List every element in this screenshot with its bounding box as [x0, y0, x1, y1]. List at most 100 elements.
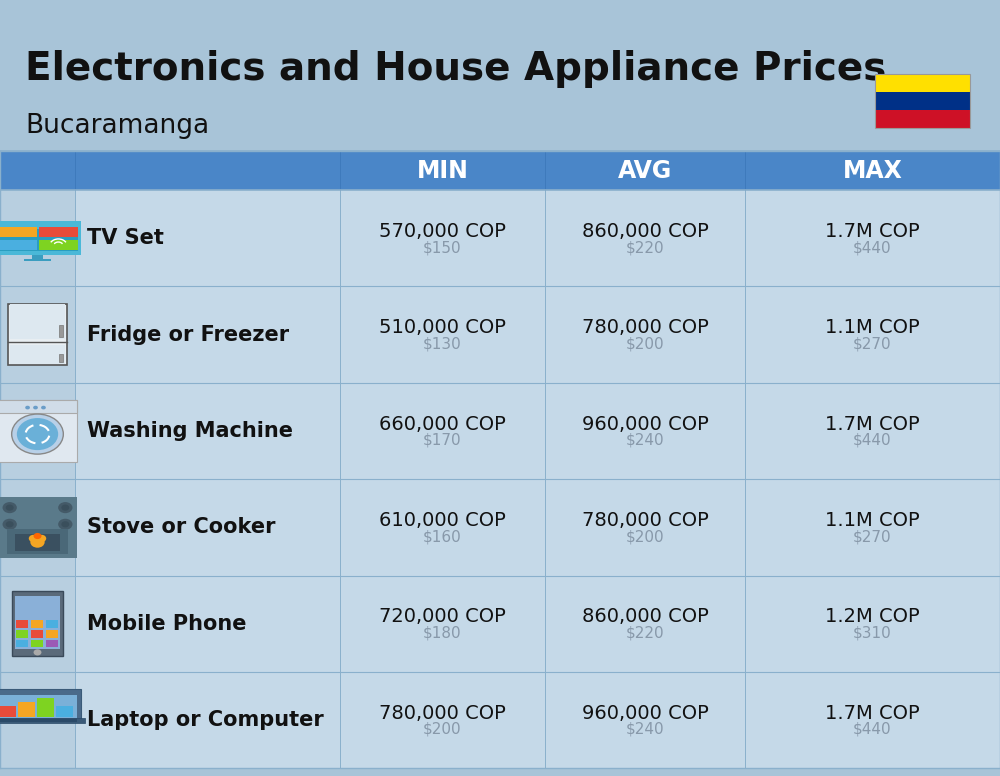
Text: $440: $440 — [853, 240, 892, 255]
Bar — [0, 576, 1000, 672]
Text: 610,000 COP: 610,000 COP — [379, 511, 506, 530]
Circle shape — [12, 414, 63, 454]
Bar — [32, 255, 43, 259]
Text: $180: $180 — [423, 625, 462, 640]
Text: AVG: AVG — [618, 159, 672, 182]
Bar — [0, 286, 75, 383]
Bar — [56, 706, 73, 717]
Text: $200: $200 — [423, 722, 462, 737]
Bar — [0, 672, 1000, 768]
Bar — [0, 383, 75, 479]
Bar — [16, 639, 28, 647]
Text: 860,000 COP: 860,000 COP — [582, 222, 708, 241]
Bar — [875, 92, 970, 110]
Text: 860,000 COP: 860,000 COP — [582, 608, 708, 626]
Text: 1.7M COP: 1.7M COP — [825, 414, 920, 434]
Bar — [0, 400, 77, 413]
Bar — [0, 706, 16, 717]
Circle shape — [6, 521, 14, 528]
Bar — [46, 630, 58, 638]
Bar — [0, 151, 1000, 190]
Text: Fridge or Freezer: Fridge or Freezer — [87, 324, 289, 345]
Text: $270: $270 — [853, 337, 892, 352]
Text: 960,000 COP: 960,000 COP — [582, 414, 708, 434]
Text: $240: $240 — [626, 722, 664, 737]
Text: $150: $150 — [423, 240, 462, 255]
Text: Mobile Phone: Mobile Phone — [87, 614, 246, 634]
Bar — [15, 596, 60, 650]
Bar — [875, 110, 970, 128]
Bar — [31, 630, 43, 638]
Text: $200: $200 — [626, 529, 664, 544]
Bar — [39, 227, 78, 237]
Text: 780,000 COP: 780,000 COP — [582, 318, 708, 337]
Text: $440: $440 — [853, 722, 892, 737]
Bar — [37, 698, 54, 717]
Bar — [875, 74, 970, 92]
Text: $160: $160 — [423, 529, 462, 544]
Text: $220: $220 — [626, 240, 664, 255]
Text: $440: $440 — [853, 433, 892, 448]
Text: 570,000 COP: 570,000 COP — [379, 222, 506, 241]
Text: 960,000 COP: 960,000 COP — [582, 704, 708, 722]
Text: 1.7M COP: 1.7M COP — [825, 704, 920, 722]
Text: $200: $200 — [626, 337, 664, 352]
Bar — [0, 689, 81, 720]
Circle shape — [3, 502, 17, 513]
Bar — [39, 241, 78, 250]
Text: Stove or Cooker: Stove or Cooker — [87, 518, 276, 537]
Circle shape — [61, 521, 69, 528]
Bar — [0, 286, 1000, 383]
Bar — [15, 534, 60, 551]
Text: 1.2M COP: 1.2M COP — [825, 608, 920, 626]
Bar — [0, 190, 1000, 286]
Text: 1.1M COP: 1.1M COP — [825, 511, 920, 530]
Bar — [0, 672, 75, 768]
Bar — [0, 719, 77, 722]
Circle shape — [61, 504, 69, 511]
Bar — [12, 591, 63, 656]
Bar — [875, 74, 970, 128]
Circle shape — [17, 418, 58, 450]
Bar — [0, 227, 37, 237]
Bar — [24, 258, 51, 261]
Bar — [18, 702, 35, 717]
Circle shape — [6, 504, 14, 511]
Bar — [10, 304, 65, 339]
Bar — [0, 695, 77, 718]
Text: $220: $220 — [626, 625, 664, 640]
Bar — [0, 221, 81, 255]
Circle shape — [34, 650, 41, 656]
Circle shape — [37, 535, 46, 542]
Text: 780,000 COP: 780,000 COP — [582, 511, 708, 530]
Bar — [10, 345, 65, 364]
Text: $130: $130 — [423, 337, 462, 352]
Bar — [46, 639, 58, 647]
Text: MAX: MAX — [843, 159, 902, 182]
Circle shape — [58, 518, 72, 530]
Text: Bucaramanga: Bucaramanga — [25, 113, 209, 139]
Text: 510,000 COP: 510,000 COP — [379, 318, 506, 337]
Circle shape — [25, 406, 30, 410]
Bar — [0, 479, 75, 576]
Bar — [0, 190, 75, 286]
Text: MIN: MIN — [417, 159, 468, 182]
Bar — [0, 497, 77, 558]
Bar — [59, 325, 63, 338]
Bar — [0, 241, 37, 250]
Bar — [59, 354, 63, 362]
Bar — [0, 479, 1000, 576]
Bar — [16, 630, 28, 638]
Bar — [46, 620, 58, 628]
Text: Washing Machine: Washing Machine — [87, 421, 293, 441]
Bar — [31, 620, 43, 628]
Text: $240: $240 — [626, 433, 664, 448]
Bar — [8, 304, 67, 365]
Circle shape — [34, 533, 41, 539]
Text: $310: $310 — [853, 625, 892, 640]
Bar — [0, 400, 77, 462]
Text: Electronics and House Appliance Prices: Electronics and House Appliance Prices — [25, 50, 886, 88]
Bar — [31, 639, 43, 647]
Circle shape — [30, 537, 45, 548]
Bar — [0, 718, 85, 722]
